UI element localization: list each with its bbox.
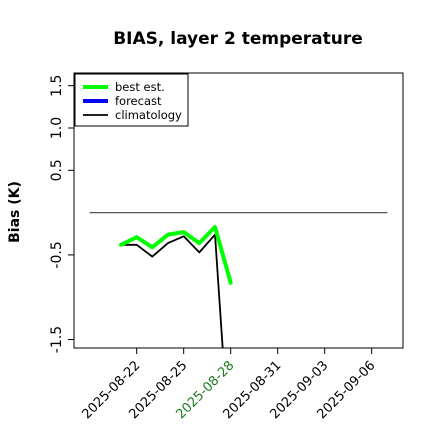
chart-title: BIAS, layer 2 temperature [113,29,363,49]
series-line-best-est [119,225,233,285]
y-axis-label: Bias (K) [7,181,23,243]
plot-frame [73,72,404,349]
series-line-climatology [120,233,224,348]
legend-label: climatology [115,108,182,122]
y-tick-label: 1.0 [49,117,65,139]
series-group [119,225,233,348]
y-tick-label: -0.5 [49,241,65,268]
y-tick-label: -1.5 [49,326,65,353]
plot-layer [89,212,388,348]
y-tick-label: 0.5 [49,159,65,181]
legend-label: forecast [115,94,162,108]
legend-label: best est. [115,80,165,94]
y-tick-label: 1.5 [49,75,65,97]
